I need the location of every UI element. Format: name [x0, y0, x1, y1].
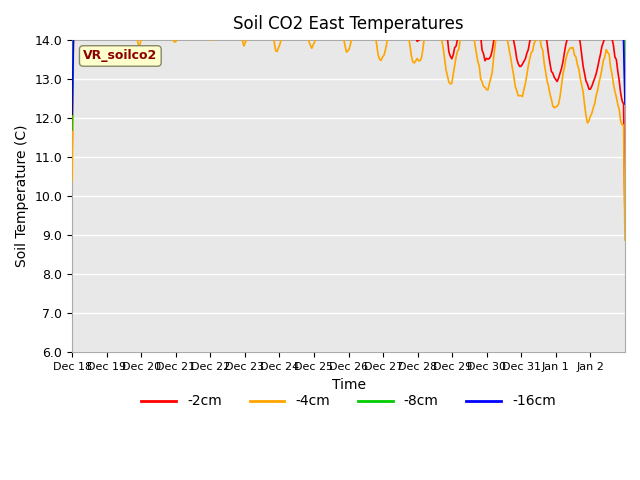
- Y-axis label: Soil Temperature (C): Soil Temperature (C): [15, 125, 29, 267]
- Text: VR_soilco2: VR_soilco2: [83, 49, 157, 62]
- Legend: -2cm, -4cm, -8cm, -16cm: -2cm, -4cm, -8cm, -16cm: [136, 389, 561, 414]
- X-axis label: Time: Time: [332, 377, 365, 392]
- Title: Soil CO2 East Temperatures: Soil CO2 East Temperatures: [233, 15, 464, 33]
